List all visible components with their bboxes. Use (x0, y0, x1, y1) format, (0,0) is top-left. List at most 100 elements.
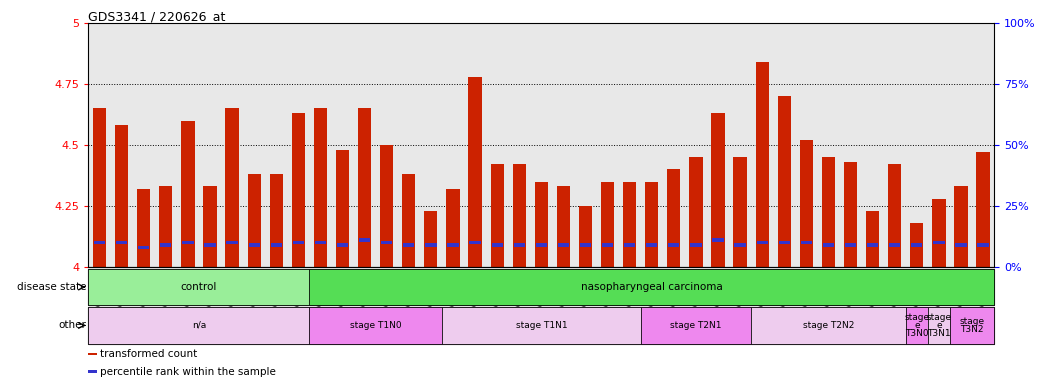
Bar (402, 174, 415, 267)
Bar (734, 157, 746, 267)
Text: n/a: n/a (192, 321, 206, 330)
Bar (93, 108, 106, 267)
Bar (756, 62, 769, 267)
Bar (690, 243, 702, 247)
Text: percentile rank within the sample: percentile rank within the sample (100, 366, 276, 377)
Bar (513, 243, 525, 247)
Bar (425, 211, 437, 267)
Bar (955, 186, 968, 267)
Bar (889, 243, 900, 247)
Bar (956, 243, 967, 247)
Bar (442, 307, 640, 344)
Bar (711, 113, 725, 267)
Bar (203, 186, 217, 267)
Bar (336, 150, 349, 267)
Text: transformed count: transformed count (100, 349, 198, 359)
Bar (867, 243, 879, 247)
Bar (88, 307, 309, 344)
Bar (490, 164, 504, 267)
Text: stage
e
T3N1: stage e T3N1 (926, 313, 951, 338)
Bar (115, 126, 128, 267)
Bar (668, 243, 680, 247)
Bar (579, 206, 592, 267)
Bar (906, 307, 928, 344)
Bar (249, 243, 260, 247)
Bar (822, 243, 834, 247)
Bar (381, 241, 392, 244)
Bar (468, 77, 482, 267)
Text: stage
e
T3N0: stage e T3N0 (905, 313, 930, 338)
Bar (689, 157, 703, 267)
Bar (271, 243, 282, 247)
Bar (204, 243, 215, 247)
Text: disease state: disease state (17, 282, 86, 292)
Text: other: other (58, 320, 86, 331)
Bar (821, 157, 835, 267)
Bar (536, 243, 547, 247)
Text: GDS3341 / 220626_at: GDS3341 / 220626_at (88, 10, 226, 23)
Bar (928, 307, 950, 344)
Bar (624, 243, 635, 247)
Bar (667, 169, 681, 267)
Bar (512, 164, 526, 267)
Bar (469, 241, 481, 244)
Bar (403, 243, 414, 247)
Bar (309, 269, 994, 305)
Bar (270, 174, 283, 267)
Bar (293, 241, 304, 244)
Bar (845, 243, 856, 247)
Bar (557, 186, 570, 267)
Bar (181, 121, 195, 267)
Text: stage T2N1: stage T2N1 (670, 321, 721, 330)
Bar (491, 243, 503, 247)
Bar (159, 186, 173, 267)
Bar (752, 307, 906, 344)
Text: stage
T3N2: stage T3N2 (960, 317, 985, 334)
Bar (602, 243, 613, 247)
Bar (94, 241, 105, 244)
Bar (640, 307, 752, 344)
Bar (799, 140, 813, 267)
Bar (313, 108, 327, 267)
Bar (447, 189, 459, 267)
Bar (425, 243, 436, 247)
Bar (888, 164, 902, 267)
Text: stage T1N0: stage T1N0 (350, 321, 402, 330)
Bar (314, 241, 326, 244)
Text: stage T2N2: stage T2N2 (803, 321, 855, 330)
Bar (735, 243, 745, 247)
Bar (138, 245, 149, 249)
Bar (933, 199, 945, 267)
Bar (359, 238, 371, 242)
Bar (291, 113, 305, 267)
Bar (779, 241, 790, 244)
Bar (911, 243, 922, 247)
Bar (88, 371, 97, 372)
Bar (645, 182, 658, 267)
Bar (934, 241, 944, 244)
Bar (950, 307, 994, 344)
Bar (866, 211, 880, 267)
Bar (309, 307, 442, 344)
Bar (448, 243, 459, 247)
Bar (844, 162, 857, 267)
Bar (227, 241, 237, 244)
Bar (358, 108, 372, 267)
Bar (910, 223, 923, 267)
Bar (801, 241, 812, 244)
Bar (182, 241, 194, 244)
Bar (976, 152, 990, 267)
Bar (248, 174, 261, 267)
Bar (646, 243, 658, 247)
Bar (757, 241, 768, 244)
Bar (778, 96, 791, 267)
Text: control: control (181, 282, 218, 292)
Bar (137, 189, 150, 267)
Bar (337, 243, 348, 247)
Bar (558, 243, 569, 247)
Bar (226, 108, 238, 267)
Bar (380, 145, 393, 267)
Text: nasopharyngeal carcinoma: nasopharyngeal carcinoma (581, 282, 722, 292)
Bar (601, 182, 614, 267)
Bar (535, 182, 548, 267)
